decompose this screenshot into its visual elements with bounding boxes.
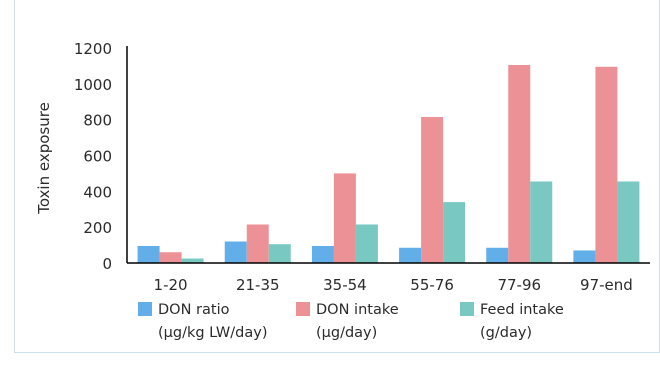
x-tick-label: 55-76 [410, 276, 454, 294]
bar-feed-intake [268, 244, 291, 263]
x-tick-label: 97-end [580, 276, 633, 294]
bar-feed-intake [355, 224, 378, 263]
x-axis: 1-20 21-35 35-54 55-76 77-96 97-end [127, 262, 650, 294]
bar-don-intake [508, 65, 531, 263]
legend-swatch-don-ratio [138, 302, 152, 316]
y-axis: 0 200 400 600 800 1000 1200 [74, 40, 128, 273]
bar-don-ratio [137, 245, 160, 263]
bars [137, 65, 640, 264]
legend-unit-don-ratio: (µg/kg LW/day) [158, 325, 268, 341]
x-tick-label: 21-35 [236, 276, 280, 294]
bar-don-ratio [311, 245, 334, 263]
legend-unit-feed-intake: (g/day) [480, 325, 533, 341]
bar-don-intake [246, 224, 269, 263]
y-axis-label: Toxin exposure [35, 102, 53, 215]
bar-don-intake [333, 173, 356, 263]
y-tick-label: 1200 [74, 40, 112, 58]
legend-label-don-intake: DON intake [316, 302, 399, 318]
y-tick-label: 600 [83, 148, 112, 166]
legend-item-don-intake: DON intake (µg/day) [296, 299, 399, 345]
bar-feed-intake [181, 258, 204, 263]
y-tick-label: 400 [83, 183, 112, 201]
bar-don-intake [595, 66, 618, 263]
bar-don-intake [421, 116, 444, 264]
y-tick-label: 1000 [74, 76, 112, 94]
y-tick-label: 0 [102, 255, 112, 273]
legend-item-feed-intake: Feed intake (g/day) [460, 299, 564, 345]
bar-feed-intake [617, 181, 640, 263]
legend-unit-don-intake: (µg/day) [316, 325, 378, 341]
x-tick-label: 77-96 [497, 276, 541, 294]
bar-don-ratio [399, 247, 422, 263]
y-tick-label: 200 [83, 219, 112, 237]
legend-label-don-ratio: DON ratio [158, 302, 230, 318]
legend-swatch-don-intake [296, 302, 310, 316]
legend-item-don-ratio: DON ratio (µg/kg LW/day) [138, 299, 267, 345]
y-tick-label: 800 [83, 112, 112, 130]
legend-swatch-feed-intake [460, 302, 474, 316]
x-tick-label: 1-20 [154, 276, 188, 294]
bar-feed-intake [530, 181, 553, 263]
bar-feed-intake [443, 202, 466, 263]
bar-don-ratio [486, 247, 509, 263]
bar-don-ratio [224, 241, 247, 263]
x-tick-label: 35-54 [323, 276, 367, 294]
bar-don-ratio [573, 250, 596, 263]
legend-label-feed-intake: Feed intake [480, 302, 564, 318]
bar-don-intake [159, 252, 182, 263]
